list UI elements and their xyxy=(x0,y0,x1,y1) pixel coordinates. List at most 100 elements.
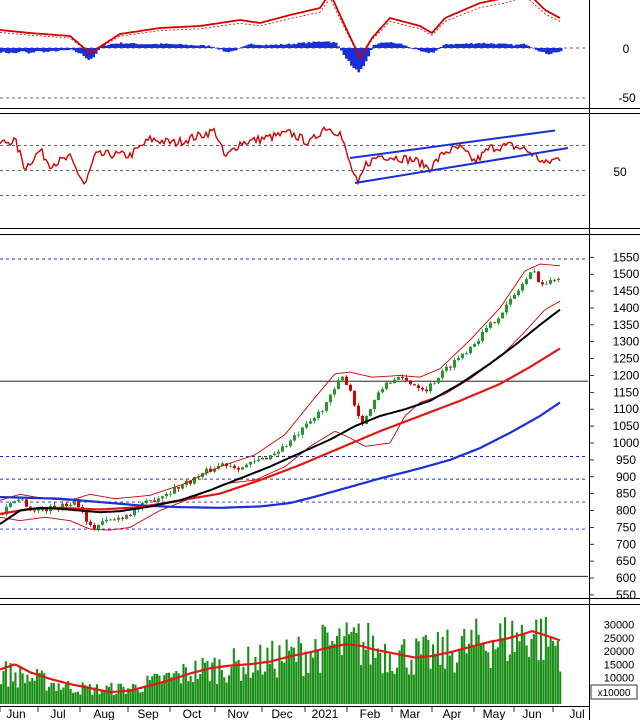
price-candle-body xyxy=(193,476,196,484)
macd-histogram-bar xyxy=(95,48,98,54)
price-candle-body xyxy=(5,506,8,515)
macd-histogram-bar xyxy=(545,48,548,54)
macd-histogram-bar xyxy=(280,43,283,48)
rsi-channel-lower xyxy=(354,147,569,184)
price-candle-body xyxy=(553,279,556,281)
macd-histogram-bar xyxy=(90,48,93,59)
macd-histogram-bar xyxy=(347,48,350,61)
volume-bar xyxy=(516,632,519,704)
macd-histogram-bar xyxy=(257,44,260,48)
volume-bar xyxy=(556,641,559,704)
volume-bar xyxy=(559,671,562,704)
volume-tick-label: 25000 xyxy=(604,633,635,645)
volume-bar xyxy=(36,669,39,704)
volume-bar xyxy=(139,692,142,704)
macd-histogram-bar xyxy=(220,48,223,50)
macd-histogram-bar xyxy=(432,48,435,53)
volume-bar xyxy=(542,659,545,704)
macd-histogram-bar xyxy=(525,44,528,48)
macd-histogram-bar xyxy=(400,43,403,48)
macd-histogram-bar xyxy=(470,43,473,48)
volume-bar xyxy=(163,675,166,704)
volume-bar xyxy=(247,646,250,704)
price-candle-body xyxy=(417,385,420,388)
price-candle-body xyxy=(521,283,524,291)
volume-bar xyxy=(288,650,291,704)
macd-histogram-bar xyxy=(222,48,225,52)
volume-bar xyxy=(475,618,478,704)
volume-bar xyxy=(110,682,113,704)
volume-bar xyxy=(211,662,214,704)
macd-histogram-bar xyxy=(185,44,188,48)
price-tick-label: 1050 xyxy=(613,419,640,433)
price-candle-body xyxy=(333,389,336,395)
macd-histogram-bar xyxy=(42,48,45,53)
volume-bar xyxy=(40,670,43,704)
macd-histogram-bar xyxy=(405,45,408,48)
macd-histogram-bar xyxy=(512,45,515,48)
volume-bar xyxy=(220,670,223,704)
price-candle-body xyxy=(221,463,224,466)
macd-histogram-bar xyxy=(490,43,493,48)
price-candle-body xyxy=(345,376,348,385)
rsi-y-axis: 50 xyxy=(613,165,627,179)
macd-lines xyxy=(0,0,561,60)
macd-histogram-bar xyxy=(387,42,390,48)
price-candle-body xyxy=(393,379,396,384)
macd-histogram-bar xyxy=(527,45,530,48)
volume-bar xyxy=(24,682,27,704)
price-candle-body xyxy=(357,405,360,417)
volume-bar xyxy=(235,661,238,704)
macd-histogram-bar xyxy=(20,48,23,52)
volume-bar xyxy=(64,684,67,704)
macd-histogram-bar xyxy=(435,48,438,51)
macd-histogram-bar xyxy=(130,43,133,48)
macd-histogram-bar xyxy=(230,48,233,52)
volume-ma-line xyxy=(0,629,561,694)
macd-histogram-bar xyxy=(87,48,90,60)
volume-bar xyxy=(439,665,442,704)
macd-histogram-bar xyxy=(547,48,550,55)
macd-histogram-bar xyxy=(345,48,348,59)
volume-bar xyxy=(12,681,15,704)
price-candle-body xyxy=(293,435,296,441)
macd-histogram-bar xyxy=(127,43,130,48)
price-tick-label: 850 xyxy=(616,487,636,501)
macd-histogram-bar xyxy=(240,47,243,48)
macd-histogram-bar xyxy=(17,48,20,53)
volume-bar xyxy=(276,677,279,704)
x-tick-label: Nov xyxy=(227,707,248,720)
x-tick-label: May xyxy=(483,707,506,720)
volume-bar xyxy=(441,637,444,704)
price-candle-body xyxy=(377,392,380,400)
price-candle-body xyxy=(157,498,160,502)
volume-bar xyxy=(115,693,118,704)
price-candle-body xyxy=(529,272,532,280)
volume-bar xyxy=(192,682,195,704)
macd-histogram-bar xyxy=(377,43,380,48)
volume-bar xyxy=(81,682,84,704)
macd-histogram-bar xyxy=(465,43,468,48)
x-tick-label: Jul xyxy=(50,707,65,720)
volume-bar xyxy=(223,677,226,704)
price-candle-body xyxy=(45,509,48,512)
volume-bar xyxy=(400,644,403,704)
price-tick-label: 900 xyxy=(616,470,636,484)
macd-histogram-bar xyxy=(455,43,458,48)
price-candle-body xyxy=(321,410,324,412)
macd-histogram-bar xyxy=(70,48,73,50)
macd-histogram-bar xyxy=(0,48,3,53)
volume-bar xyxy=(554,645,557,704)
macd-histogram-bar xyxy=(180,43,183,48)
macd-histogram-bar xyxy=(305,43,308,48)
macd-histogram-bar xyxy=(350,48,353,66)
volume-bar xyxy=(307,673,310,704)
macd-histogram-bar xyxy=(187,45,190,48)
price-candle-body xyxy=(453,359,456,368)
price-candle-body xyxy=(277,451,280,454)
volume-bar xyxy=(26,674,29,704)
volume-bar xyxy=(352,627,355,704)
macd-histogram-bar xyxy=(2,48,5,52)
price-candle-body xyxy=(33,510,36,512)
